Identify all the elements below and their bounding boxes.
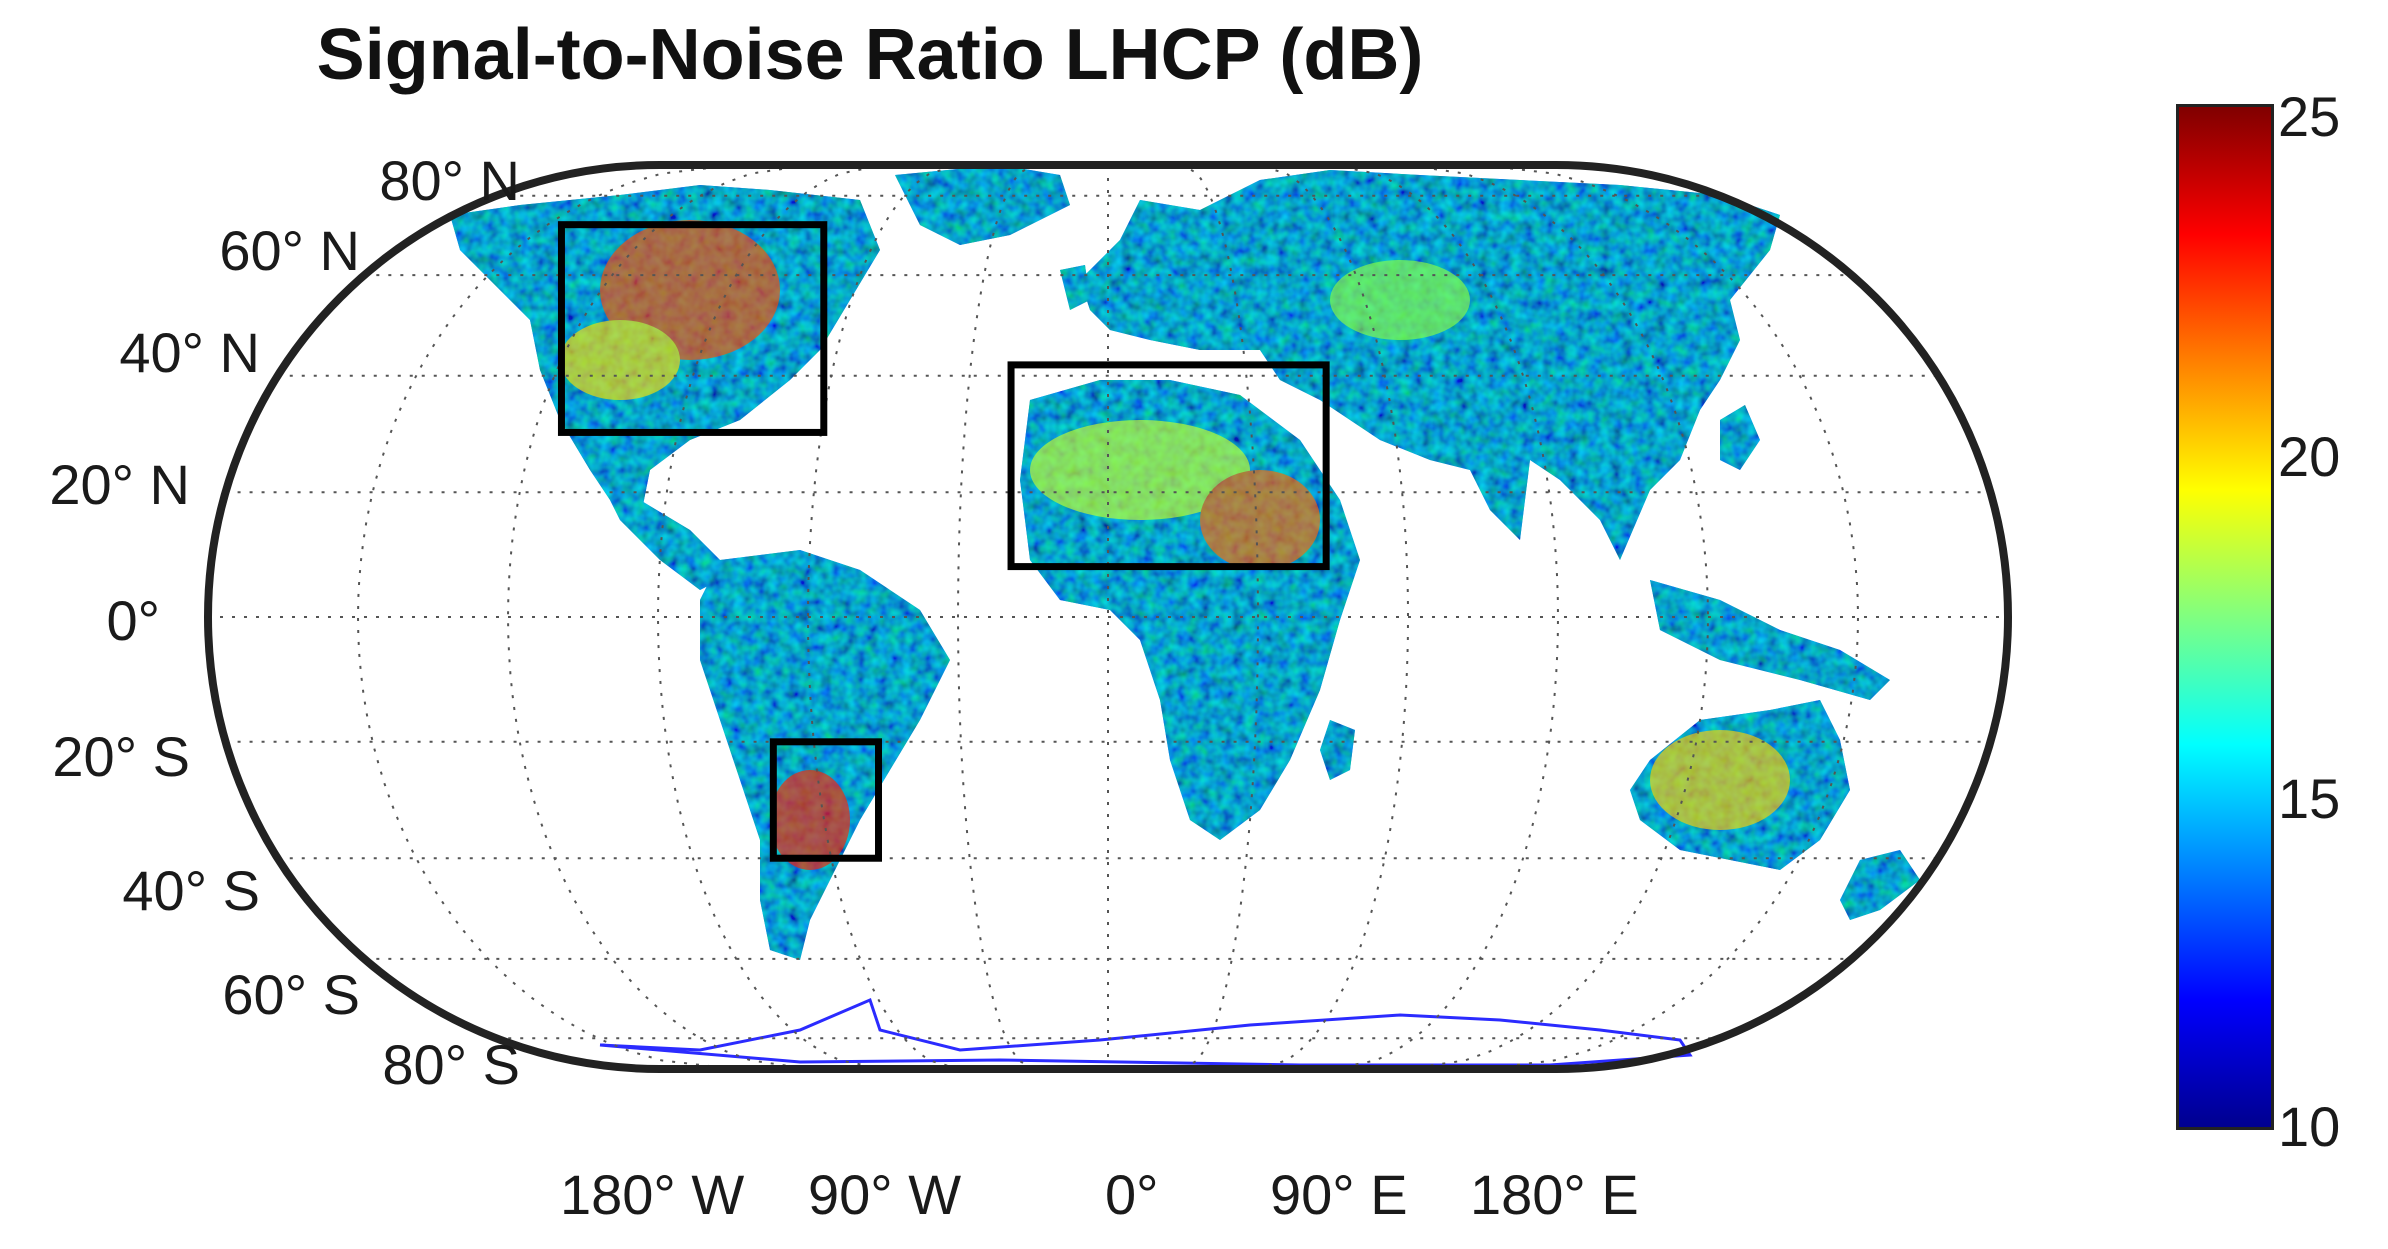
lat-label-20n: 20° N xyxy=(49,453,190,516)
lat-label-60n: 60° N xyxy=(219,219,360,282)
meridian-line xyxy=(1406,164,1710,1070)
lat-label-40s: 40° S xyxy=(122,859,260,922)
lat-label-80n: 80° N xyxy=(379,149,520,212)
sahara-box xyxy=(1007,361,1330,571)
lat-label-0: 0° xyxy=(106,589,160,652)
lon-label-90w: 90° W xyxy=(808,1163,962,1226)
meridian-line xyxy=(956,164,1034,1070)
meridian-line xyxy=(1481,164,1860,1070)
lon-label-0: 0° xyxy=(1105,1163,1159,1226)
colorbar-tick-15: 15 xyxy=(2278,767,2341,830)
lon-label-90e: 90° E xyxy=(1270,1163,1408,1226)
lat-label-60s: 60° S xyxy=(222,963,360,1026)
graticule xyxy=(208,164,2008,1070)
lat-label-80s: 80° S xyxy=(382,1033,520,1096)
colorbar xyxy=(2176,104,2274,1130)
lon-label-180w: 180° W xyxy=(560,1163,745,1226)
colorbar-tick-25: 25 xyxy=(2278,85,2341,148)
antarctica-outline xyxy=(599,997,1693,1067)
meridian-line xyxy=(656,164,885,1070)
map-title: Signal-to-Noise Ratio LHCP (dB) xyxy=(316,15,1424,95)
highlight-boxes xyxy=(557,221,1330,862)
meridian-line xyxy=(356,164,735,1070)
colorbar-tick-10: 10 xyxy=(2278,1095,2341,1158)
north-america-box xyxy=(557,221,828,436)
colorbar-tick-20: 20 xyxy=(2278,425,2341,488)
lat-label-40n: 40° N xyxy=(119,321,260,384)
lat-label-20s: 20° S xyxy=(52,725,190,788)
south-america-box xyxy=(769,738,883,862)
map-frame xyxy=(204,161,2012,1073)
meridian-line xyxy=(1331,164,1560,1070)
meridian-line xyxy=(506,164,810,1070)
lon-label-180e: 180° E xyxy=(1470,1163,1639,1226)
meridian-line xyxy=(1182,164,1260,1070)
